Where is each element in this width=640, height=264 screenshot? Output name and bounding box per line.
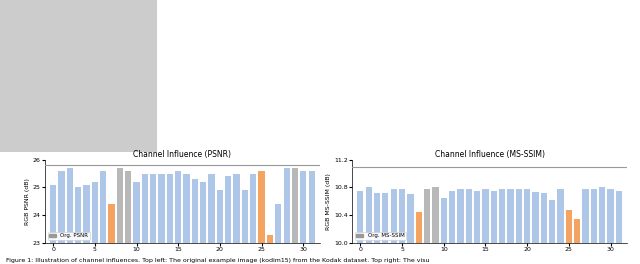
Bar	[259, 171, 265, 264]
Bar	[234, 174, 240, 264]
Bar	[449, 191, 455, 264]
Bar	[150, 174, 156, 264]
Bar	[591, 189, 597, 264]
Bar	[466, 189, 472, 264]
Bar	[582, 189, 589, 264]
Title: Channel Influence (PSNR): Channel Influence (PSNR)	[133, 150, 232, 159]
Title: Channel Influence (MS-SSIM): Channel Influence (MS-SSIM)	[435, 150, 545, 159]
Bar	[133, 182, 140, 264]
Bar	[159, 174, 164, 264]
Bar	[284, 168, 290, 264]
Bar	[50, 185, 56, 264]
Bar	[524, 189, 531, 264]
Bar	[390, 189, 397, 264]
Bar	[209, 174, 214, 264]
Bar	[483, 189, 488, 264]
Bar	[308, 171, 315, 264]
Bar	[275, 204, 282, 264]
Y-axis label: RGB MS-SSIM (dB): RGB MS-SSIM (dB)	[326, 173, 332, 230]
Bar	[92, 182, 98, 264]
Bar	[549, 200, 556, 264]
Bar	[415, 212, 422, 264]
Bar	[616, 191, 622, 264]
FancyBboxPatch shape	[0, 0, 157, 152]
Bar	[184, 174, 189, 264]
Bar	[382, 193, 388, 264]
Bar	[365, 187, 372, 264]
Bar	[532, 192, 539, 264]
Bar	[357, 191, 364, 264]
Bar	[541, 193, 547, 264]
Bar	[440, 198, 447, 264]
Bar	[141, 174, 148, 264]
Text: Figure 1: Illustration of channel influences. Top left: The original example ima: Figure 1: Illustration of channel influe…	[6, 258, 430, 263]
Bar	[175, 171, 181, 264]
Bar	[125, 171, 131, 264]
Bar	[75, 187, 81, 264]
Bar	[250, 174, 257, 264]
Bar	[432, 187, 438, 264]
Bar	[474, 191, 480, 264]
Bar	[407, 194, 413, 264]
Bar	[167, 174, 173, 264]
Bar	[67, 168, 73, 264]
Bar	[574, 219, 580, 264]
Bar	[491, 191, 497, 264]
Bar	[566, 210, 572, 264]
Y-axis label: RGB PSNR (dB): RGB PSNR (dB)	[25, 178, 30, 225]
Bar	[424, 189, 430, 264]
Bar	[217, 190, 223, 264]
Bar	[399, 189, 405, 264]
Bar	[192, 179, 198, 264]
Bar	[599, 187, 605, 264]
Bar	[225, 176, 232, 264]
Bar	[300, 171, 307, 264]
Bar	[557, 189, 564, 264]
Bar	[292, 168, 298, 264]
Bar	[458, 189, 463, 264]
Bar	[100, 171, 106, 264]
Legend: Org. MS-SSIM: Org. MS-SSIM	[355, 232, 406, 240]
Bar	[607, 189, 614, 264]
Bar	[200, 182, 206, 264]
Bar	[267, 234, 273, 264]
Legend: Org. PSNR: Org. PSNR	[47, 232, 90, 240]
Bar	[508, 189, 513, 264]
Bar	[83, 185, 90, 264]
Bar	[242, 190, 248, 264]
Bar	[116, 168, 123, 264]
Bar	[499, 189, 505, 264]
Bar	[374, 193, 380, 264]
Bar	[516, 189, 522, 264]
Bar	[108, 204, 115, 264]
Bar	[58, 171, 65, 264]
